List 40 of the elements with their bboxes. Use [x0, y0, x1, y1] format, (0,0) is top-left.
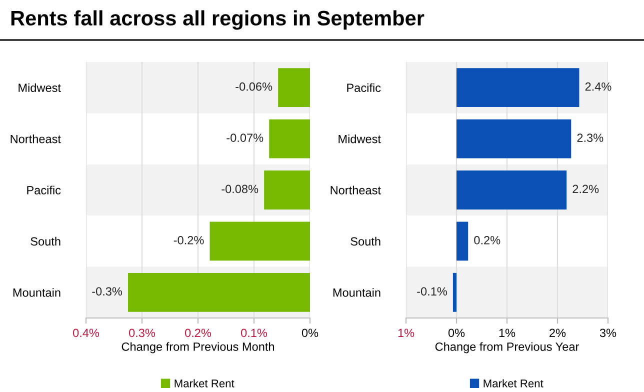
- y-tick-label: South: [350, 236, 380, 246]
- bar: [456, 170, 567, 210]
- y-tick-label: Northeast: [10, 134, 61, 144]
- y-tick-label: Pacific: [347, 83, 381, 92]
- bar: [456, 68, 580, 108]
- x-tick-label: 2%: [550, 328, 566, 338]
- x-tick-label: 1%: [398, 328, 414, 338]
- x-tick-label: 0.4%: [73, 328, 100, 338]
- y-tick-label: South: [30, 236, 60, 246]
- bar: [456, 119, 572, 158]
- y-tick-label: Mountain: [333, 288, 380, 297]
- data-label: -0.06%: [236, 82, 272, 91]
- x-tick-label: 0%: [448, 328, 465, 338]
- bar: [452, 272, 456, 312]
- y-tick-label: Northeast: [330, 186, 381, 194]
- data-label: -0.08%: [222, 184, 258, 194]
- legend-label: Market Rent: [174, 379, 234, 388]
- x-tick-label: 1%: [499, 328, 516, 338]
- legend-label: Market Rent: [484, 379, 544, 388]
- data-label: -0.3%: [92, 287, 122, 296]
- data-label: -0.2%: [174, 236, 204, 244]
- x-axis-title: Change from Previous Month: [122, 342, 274, 354]
- y-tick-label: Pacific: [27, 186, 61, 194]
- y-tick-label: Midwest: [338, 134, 381, 144]
- data-label: 2.4%: [585, 82, 612, 91]
- data-label: -0.07%: [226, 134, 264, 142]
- y-tick-label: Midwest: [18, 83, 61, 92]
- data-label: 2.3%: [577, 134, 604, 142]
- x-tick-label: 0.2%: [185, 328, 212, 338]
- x-tick-label: 3%: [600, 328, 616, 338]
- x-axis-title: Change from Previous Year: [435, 342, 580, 354]
- data-label: -0.1%: [417, 287, 447, 296]
- bar: [456, 222, 468, 261]
- x-tick-label: 0.1%: [241, 328, 268, 338]
- y-tick-label: Mountain: [13, 288, 60, 297]
- x-tick-label: 0.3%: [129, 328, 156, 338]
- x-tick-label: 0%: [302, 328, 318, 338]
- chart-title: Rents fall across all regions in September: [11, 10, 424, 30]
- data-label: 2.2%: [572, 184, 599, 194]
- data-label: 0.2%: [474, 236, 500, 244]
